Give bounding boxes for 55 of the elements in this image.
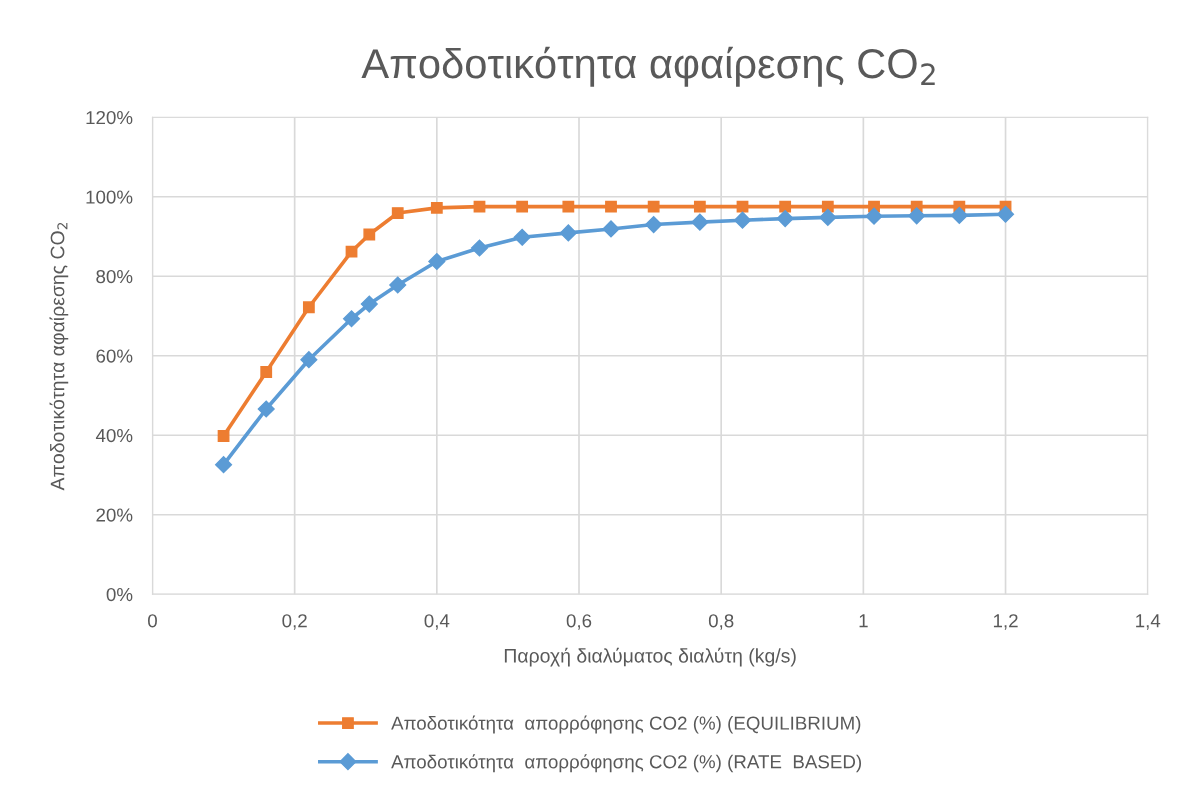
- y-tick-label: 0%: [106, 587, 133, 602]
- x-tick-label: 1,2: [993, 614, 1018, 630]
- x-tick-label: 1,4: [1136, 614, 1161, 630]
- point: [360, 295, 378, 313]
- point: [779, 200, 792, 213]
- point: [776, 210, 794, 228]
- y-axis-title: Αποδοτικότητα αφαίρεσης CO$_{2}$: [49, 222, 69, 491]
- point: [516, 200, 529, 213]
- point: [691, 213, 709, 231]
- y-tick-label: 40%: [95, 428, 133, 443]
- x-tick-label: 0,8: [708, 614, 734, 630]
- point: [605, 200, 617, 213]
- point: [693, 200, 706, 213]
- y-tick-label: 80%: [96, 269, 133, 284]
- point: [950, 206, 968, 224]
- point: [865, 207, 883, 225]
- point: [908, 207, 926, 225]
- legend-label: Αποδοτικότητα απορρόφησης CO2 (%) (RATE BASED): [391, 754, 862, 773]
- point: [821, 200, 834, 213]
- x-tick-label: 0,6: [566, 614, 592, 630]
- point: [647, 200, 660, 213]
- x-tick-label: 0,4: [424, 614, 450, 630]
- legend-label: Αποδοτικότητα απορρόφησης CO2 (%) (EQUILIBRIUM): [391, 715, 861, 734]
- y-tick-label: 60%: [96, 349, 133, 363]
- point: [215, 456, 233, 474]
- point: [996, 205, 1015, 223]
- point: [300, 351, 318, 369]
- point: [391, 207, 404, 219]
- point: [819, 208, 837, 226]
- point: [260, 366, 273, 378]
- y-tick-label: 120%: [86, 110, 133, 125]
- point: [513, 228, 531, 246]
- point: [736, 200, 749, 213]
- point: [473, 200, 486, 213]
- point: [733, 211, 752, 229]
- y-tick-label: 20%: [96, 508, 133, 522]
- point: [602, 220, 620, 238]
- point: [342, 310, 361, 328]
- point: [430, 201, 443, 214]
- point: [470, 239, 489, 257]
- chart-title: Αποδοτικότητα αφαίρεσης CO$_{2}$: [361, 46, 935, 87]
- y-tick-label: 100%: [86, 190, 133, 204]
- point: [389, 276, 407, 294]
- point: [302, 301, 315, 314]
- point: [363, 228, 376, 241]
- point: [559, 224, 577, 242]
- x-axis-title: Παροχή διαλύματος διαλύτη (kg/s): [504, 647, 796, 667]
- x-tick-label: 1: [859, 614, 868, 628]
- x-tick-label: 0: [148, 614, 157, 628]
- point: [257, 400, 275, 418]
- point: [645, 216, 663, 234]
- point: [428, 252, 446, 271]
- point: [562, 200, 575, 213]
- x-tick-label: 0,2: [282, 614, 307, 630]
- point: [217, 430, 230, 442]
